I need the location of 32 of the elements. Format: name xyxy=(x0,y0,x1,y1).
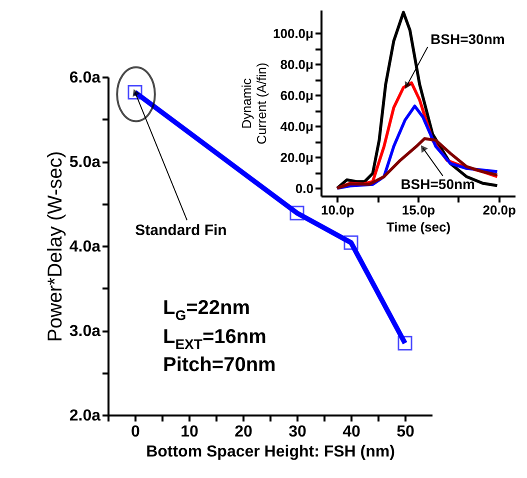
x-tick-label: 20 xyxy=(234,424,252,440)
y-tick-label: 0.0 xyxy=(295,180,314,196)
x-tick-label: 40 xyxy=(342,424,360,440)
x-tick-label: 10 xyxy=(180,424,198,440)
y-axis-title: Power*Delay (W-sec) xyxy=(44,151,66,342)
y-tick-label: 40.0μ xyxy=(280,118,314,134)
y-tick-label: 5.0a xyxy=(69,154,101,171)
annotation: BSH=30nm xyxy=(430,30,505,47)
point xyxy=(398,336,412,350)
annotation: Pitch=70nm xyxy=(163,354,276,376)
y-tick-label: 20.0μ xyxy=(280,150,314,165)
x-tick-label: 30 xyxy=(288,424,306,440)
x-tick-label: 0 xyxy=(131,424,140,440)
y-tick-label: 4.0a xyxy=(69,238,101,256)
y-tick-label: 80.0μ xyxy=(280,56,314,72)
x-axis-title: Bottom Spacer Height: FSH (nm) xyxy=(146,444,395,460)
point xyxy=(344,235,358,250)
x-tick-label: 10.0p xyxy=(321,202,354,218)
point xyxy=(290,206,304,220)
annotation: Standard Fin xyxy=(135,222,227,240)
y-axis-title: Dynamic Current (A/fin) xyxy=(239,62,270,144)
x-tick-label: 20.0p xyxy=(482,202,516,218)
y-tick-label: 2.0a xyxy=(69,408,101,424)
line-series xyxy=(336,137,499,190)
x-axis-title: Time (sec) xyxy=(386,220,451,234)
y-tick-label: 60.0μ xyxy=(280,88,314,103)
y-tick-label: 3.0a xyxy=(69,323,101,340)
y-tick-label: 100.0μ xyxy=(273,26,314,41)
x-tick-label: 15.0p xyxy=(402,202,436,218)
x-tick-label: 50 xyxy=(396,424,414,440)
annotation: BSH=50nm xyxy=(400,176,476,192)
y-tick-label: 6.0a xyxy=(69,70,101,86)
